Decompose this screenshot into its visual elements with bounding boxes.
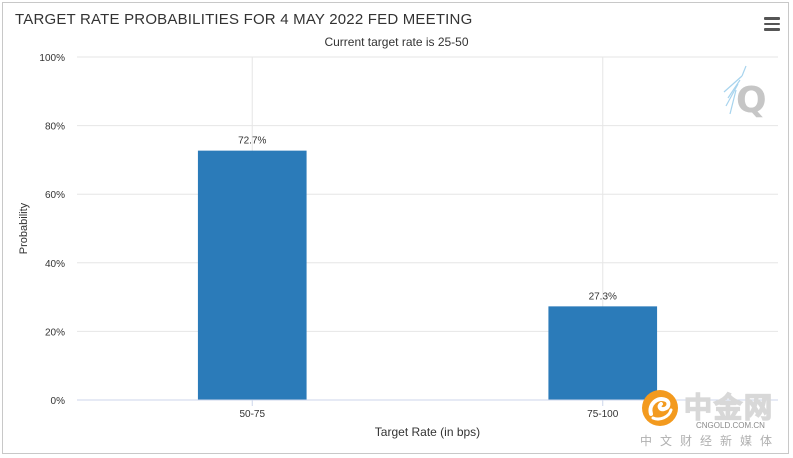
data-label: 72.7% xyxy=(238,136,266,147)
x-axis-title: Target Rate (in bps) xyxy=(375,425,480,439)
y-tick-label: 20% xyxy=(45,327,65,338)
x-tick-label: 50-75 xyxy=(239,409,265,420)
cngold-site-tagline: 中文财经新媒体 xyxy=(640,434,781,448)
y-tick-label: 0% xyxy=(51,396,66,407)
cngold-watermark: 中金网 CNGOLD.COM.CN 中文财经新媒体 xyxy=(636,384,786,450)
bar-75-100 xyxy=(548,306,658,400)
y-axis-title: Probability xyxy=(18,202,30,254)
y-tick-label: 40% xyxy=(45,259,65,270)
q-watermark-text: Q xyxy=(736,80,767,120)
hamburger-menu-icon[interactable] xyxy=(764,17,780,31)
chart-container: TARGET RATE PROBABILITIES FOR 4 MAY 2022… xyxy=(2,2,789,454)
y-tick-label: 100% xyxy=(39,53,65,64)
data-label: 27.3% xyxy=(589,291,617,302)
cngold-site-domain: CNGOLD.COM.CN xyxy=(696,421,765,430)
x-tick-label: 75-100 xyxy=(587,409,619,420)
cngold-logo-icon xyxy=(640,388,680,428)
y-tick-label: 80% xyxy=(45,122,65,133)
y-tick-label: 60% xyxy=(45,190,65,201)
chart-title: TARGET RATE PROBABILITIES FOR 4 MAY 2022… xyxy=(15,11,473,28)
cngold-site-name: 中金网 xyxy=(683,390,775,424)
q-watermark-logo: Q xyxy=(722,64,772,120)
bar-50-75 xyxy=(197,150,307,400)
chart-subtitle: Current target rate is 25-50 xyxy=(324,35,469,49)
